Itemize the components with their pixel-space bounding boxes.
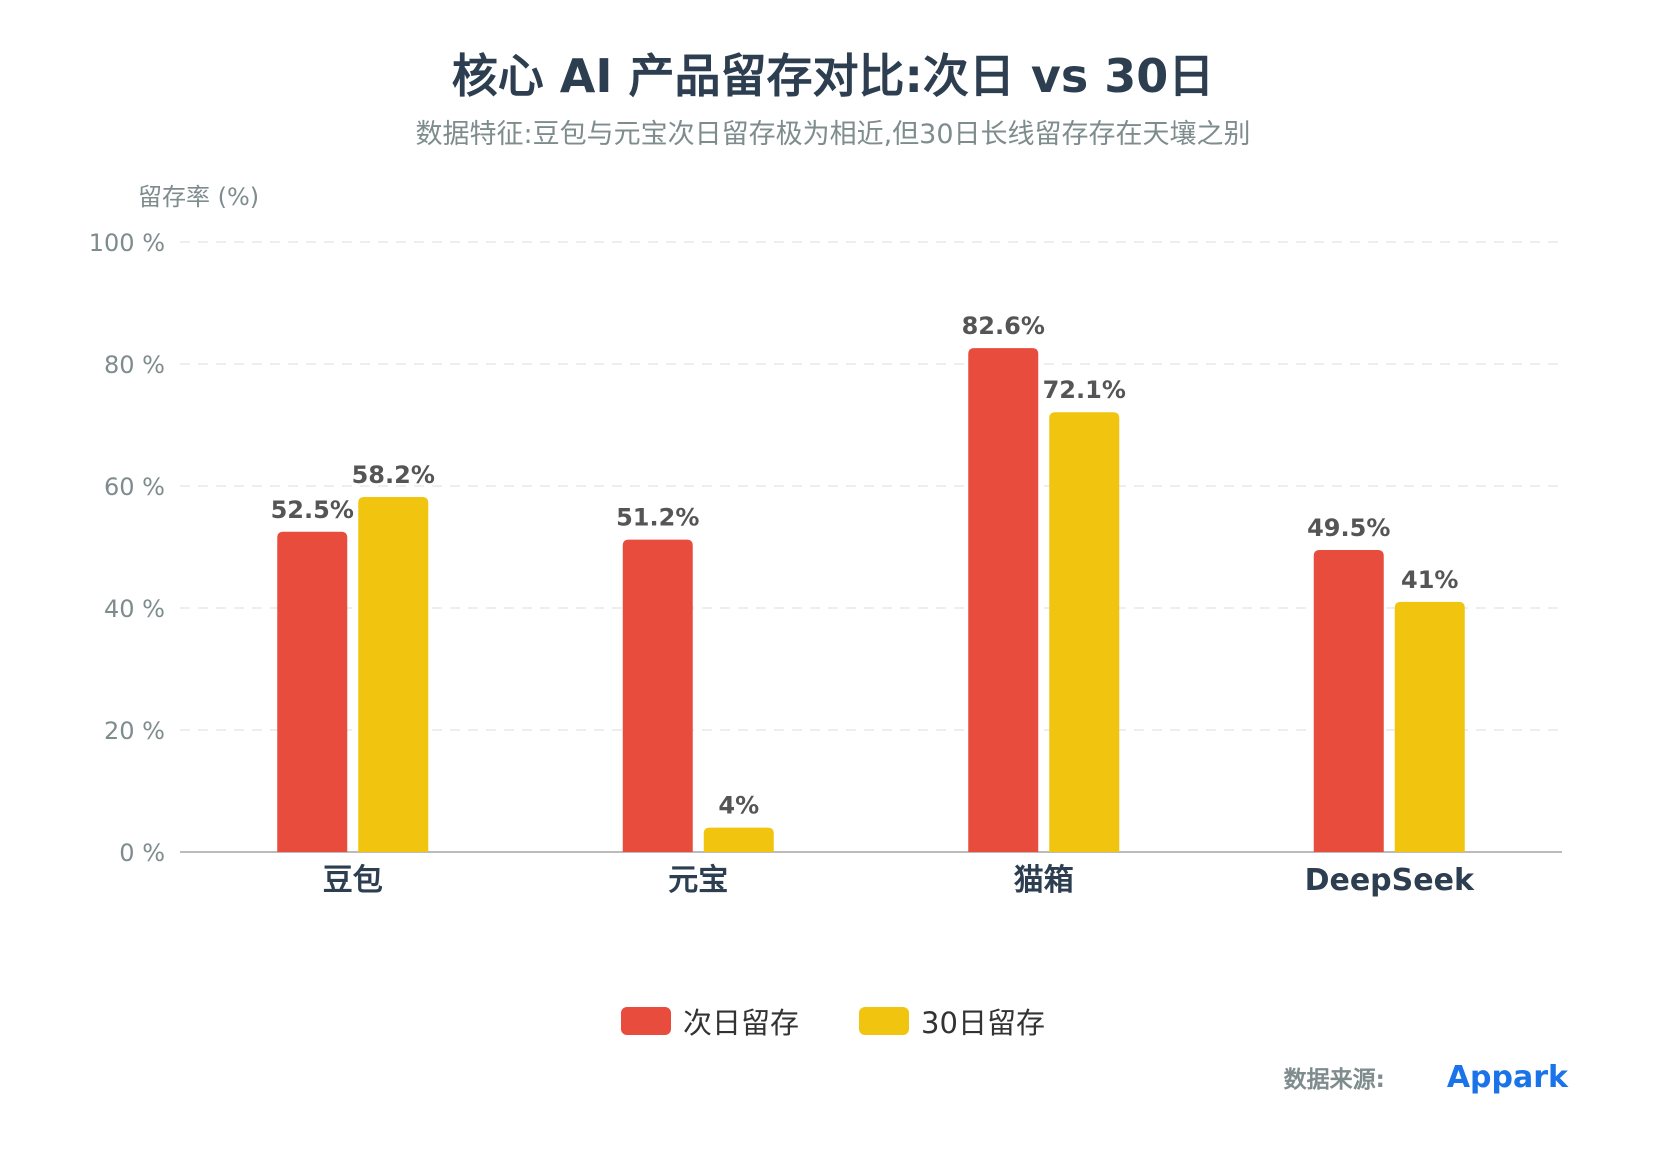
bar[interactable] (968, 348, 1039, 852)
y-axis-label: 留存率 (%) (138, 183, 259, 211)
data-source: 数据来源: Appark (1284, 1060, 1568, 1095)
x-tick-label: DeepSeek (1305, 863, 1475, 898)
x-tick-label: 猫箱 (1014, 863, 1074, 898)
bar-value-label: 51.2% (616, 504, 699, 532)
source-label: 数据来源: (1283, 1067, 1385, 1093)
x-tick-label: 元宝 (668, 863, 728, 898)
bar[interactable] (1049, 412, 1120, 852)
y-ticks: 0 % 20 % 40 % 60 % 80 % 100 % (89, 229, 165, 867)
legend-item-30-day[interactable]: 30日留存 (859, 1000, 1045, 1042)
x-ticks: 豆包 元宝 猫箱 DeepSeek (323, 863, 1475, 898)
source-link[interactable]: Appark (1446, 1060, 1568, 1095)
bar[interactable] (703, 827, 774, 852)
legend-label-next-day: 次日留存 (683, 1006, 800, 1040)
bar-value-label: 4% (718, 792, 759, 820)
x-tick-label: 豆包 (323, 863, 383, 898)
bar[interactable] (622, 539, 693, 852)
y-tick-label: 60 % (104, 473, 165, 501)
bar[interactable] (277, 531, 348, 852)
chart-subtitle: 数据特征:豆包与元宝次日留存极为相近,但30日长线留存存在天壤之别 (415, 119, 1251, 150)
legend-swatch-30-day (859, 1007, 910, 1035)
bar-value-label: 52.5% (271, 496, 354, 524)
bar[interactable] (1313, 550, 1384, 852)
y-tick-label: 100 % (89, 229, 165, 257)
bars (277, 348, 1465, 852)
bar-value-label: 72.1% (1043, 376, 1126, 404)
legend: 次日留存 30日留存 (0, 1000, 1666, 1042)
y-tick-label: 0 % (119, 839, 165, 867)
y-tick-label: 80 % (104, 351, 165, 379)
bar[interactable] (358, 496, 429, 852)
bar-labels: 52.5% 58.2% 51.2% 4% 82.6% 72.1% 49.5% 41% (271, 312, 1459, 819)
y-tick-label: 20 % (104, 717, 165, 745)
chart-title: 核心 AI 产品留存对比:次日 vs 30日 (451, 49, 1215, 103)
bar-value-label: 58.2% (352, 461, 435, 489)
bar-value-label: 49.5% (1307, 514, 1390, 542)
legend-swatch-next-day (621, 1007, 672, 1035)
bar-value-label: 41% (1401, 566, 1458, 594)
bar-value-label: 82.6% (962, 312, 1045, 340)
y-tick-label: 40 % (104, 595, 165, 623)
bar[interactable] (1394, 601, 1465, 852)
legend-item-next-day[interactable]: 次日留存 (621, 1000, 799, 1042)
legend-label-30-day: 30日留存 (921, 1006, 1045, 1040)
